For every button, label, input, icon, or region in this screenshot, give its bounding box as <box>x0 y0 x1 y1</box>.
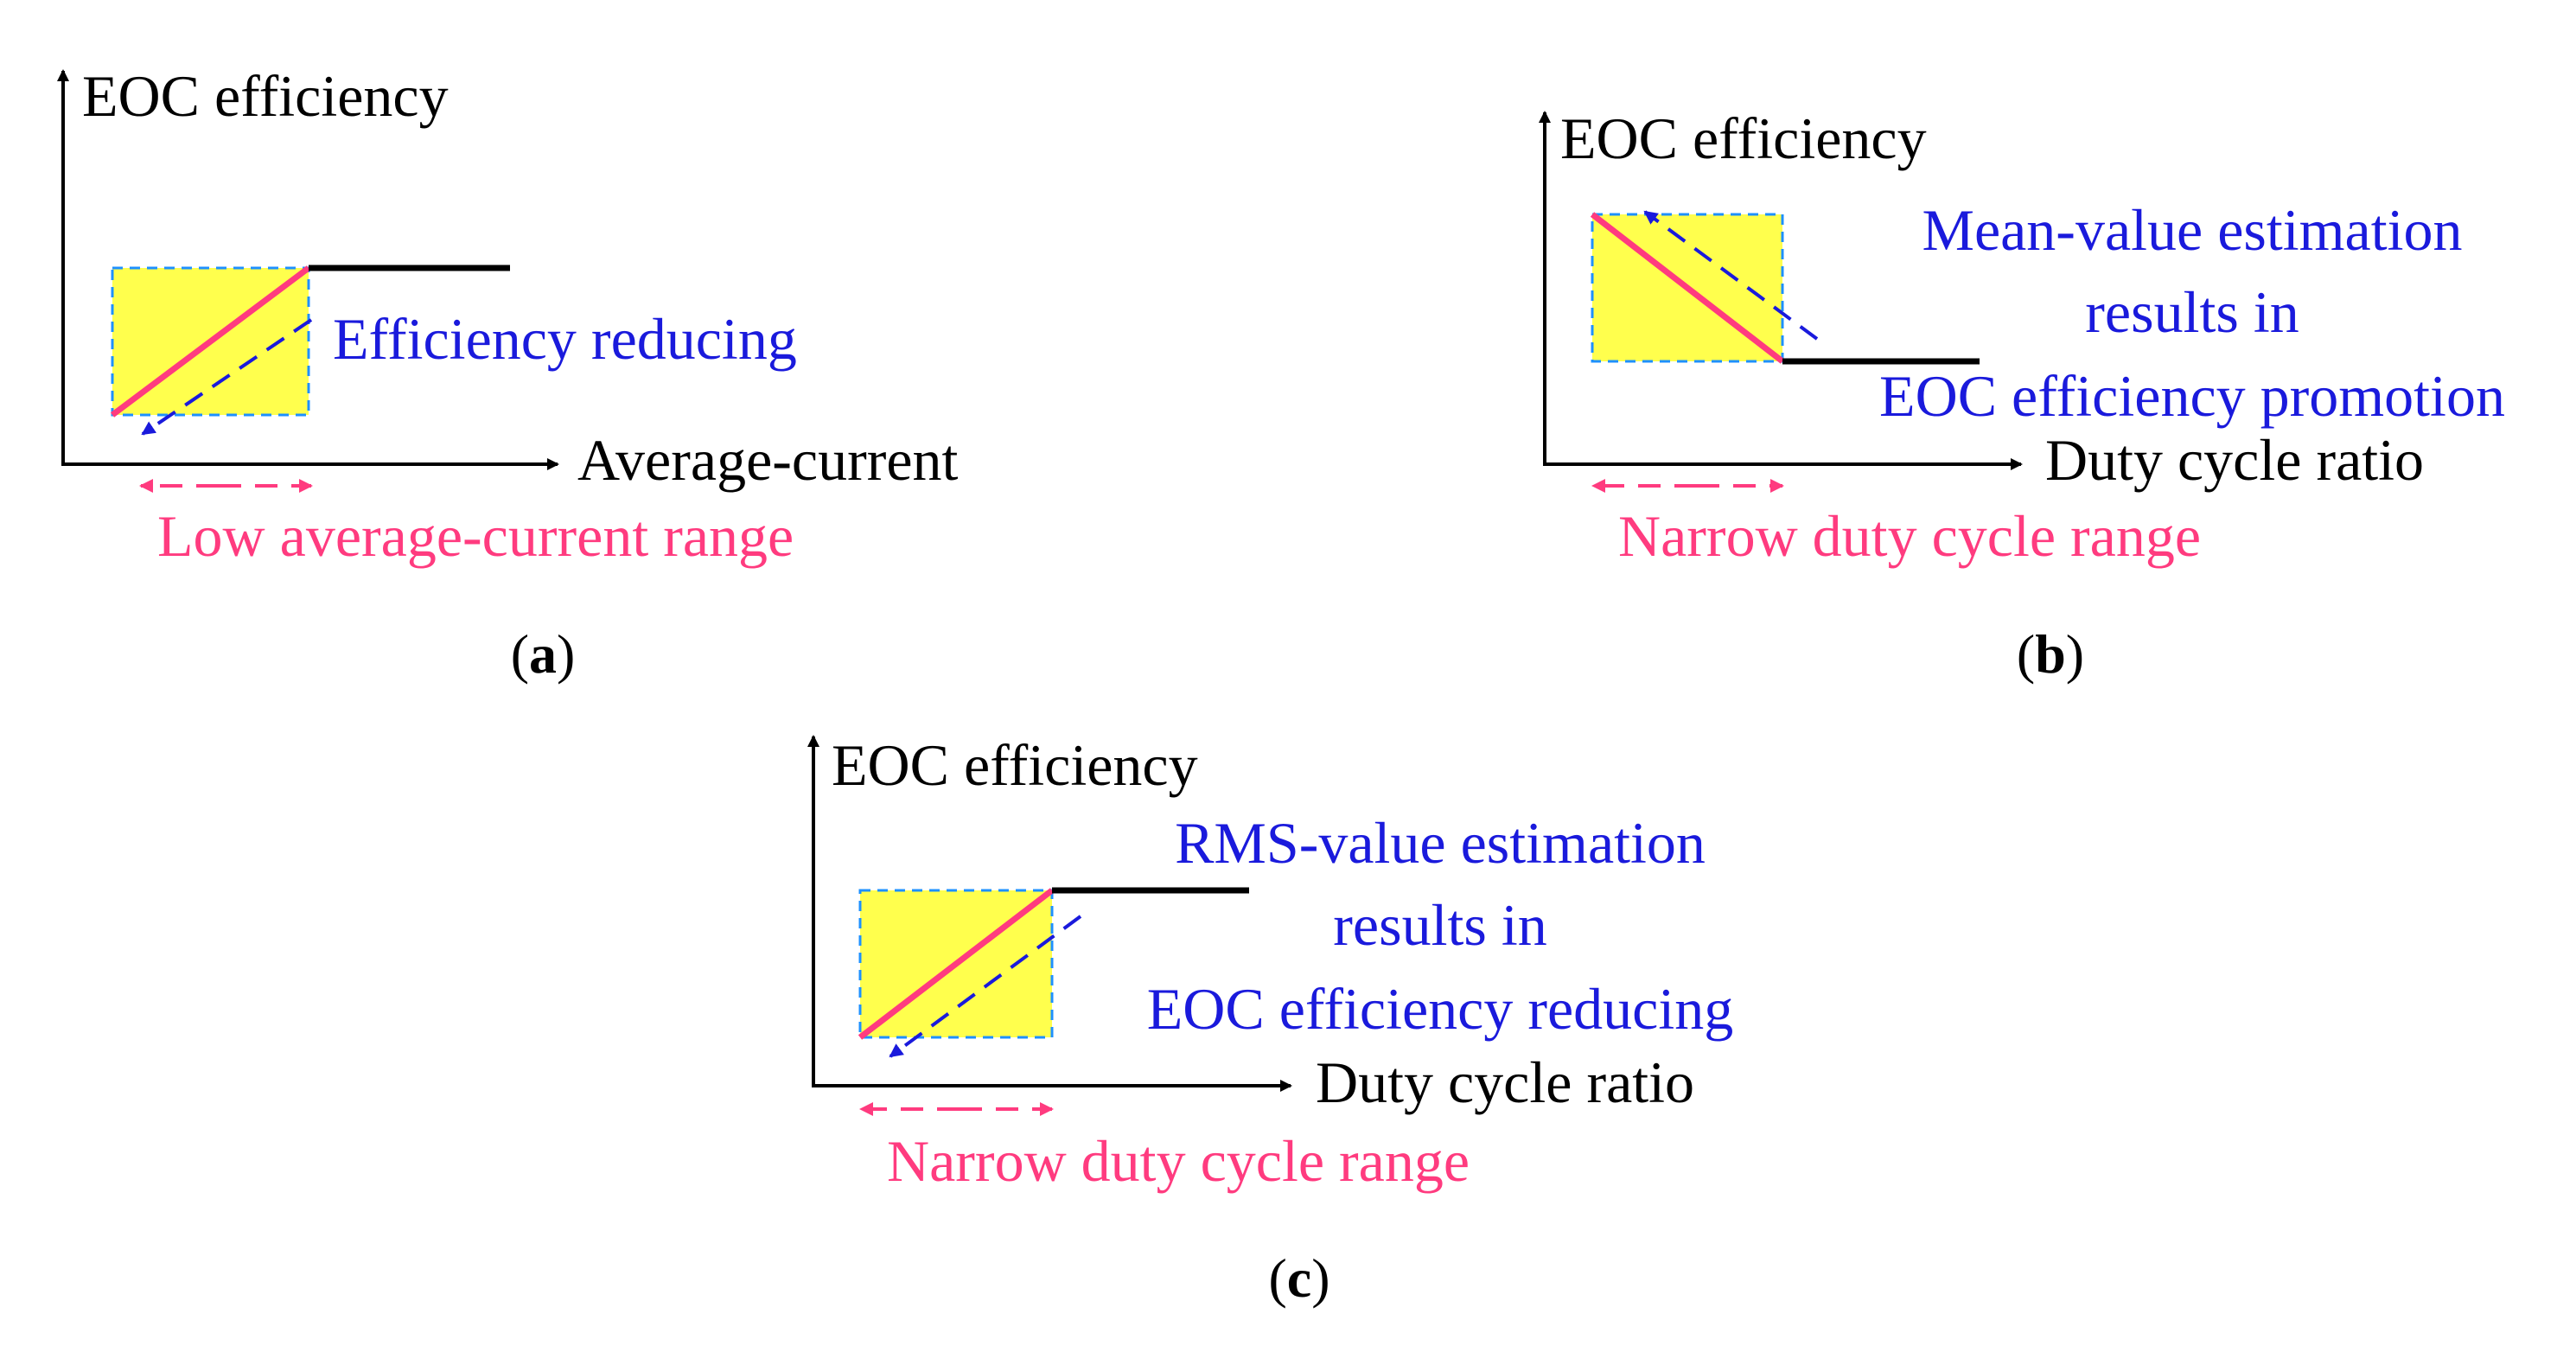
panel-b-promotion-arrow <box>1643 210 1819 341</box>
panel-a-efficiency-line <box>110 265 311 418</box>
panel-a-x-axis-label: Average-current <box>577 427 959 493</box>
panel-c-reducing-arrow <box>889 915 1082 1058</box>
panel-b-annotation-line-1: Mean-value estimation <box>1922 197 2462 263</box>
panel-b-y-axis-label: EOC efficiency <box>1560 105 1927 171</box>
panel-b: EOC efficiency Duty cycle ratio Mean-val… <box>1539 105 2505 685</box>
panel-c: EOC efficiency Duty cycle ratio RMS-valu… <box>807 732 1733 1309</box>
panel-b-range-label: Narrow duty cycle range <box>1618 503 2201 569</box>
panel-a-reducing-arrow <box>141 318 313 436</box>
panel-b-efficiency-line <box>1590 212 1785 364</box>
panel-b-annotation-line-3: EOC efficiency promotion <box>1879 363 2505 429</box>
panel-a-annotation: Efficiency reducing <box>333 306 797 372</box>
panel-a-range-label: Low average-current range <box>157 503 794 569</box>
panel-a: EOC efficiency Average-current Efficienc… <box>57 63 959 685</box>
panel-a-caption: (a) <box>511 623 576 685</box>
panel-c-annotation-line-2: results in <box>1333 892 1546 958</box>
panel-c-x-axis-label: Duty cycle ratio <box>1316 1049 1694 1115</box>
panel-b-caption: (b) <box>2017 623 2084 685</box>
panel-b-annotation-line-2: results in <box>2085 279 2299 345</box>
panel-c-caption: (c) <box>1268 1247 1329 1309</box>
panel-b-x-axis-label: Duty cycle ratio <box>2045 427 2424 493</box>
panel-a-y-axis-label: EOC efficiency <box>82 63 449 129</box>
panel-c-range-label: Narrow duty cycle range <box>887 1128 1470 1194</box>
panel-c-y-axis-label: EOC efficiency <box>832 732 1198 798</box>
panel-c-annotation-line-1: RMS-value estimation <box>1175 810 1706 876</box>
panel-c-annotation-line-3: EOC efficiency reducing <box>1147 976 1733 1042</box>
panel-c-efficiency-line <box>858 888 1055 1040</box>
